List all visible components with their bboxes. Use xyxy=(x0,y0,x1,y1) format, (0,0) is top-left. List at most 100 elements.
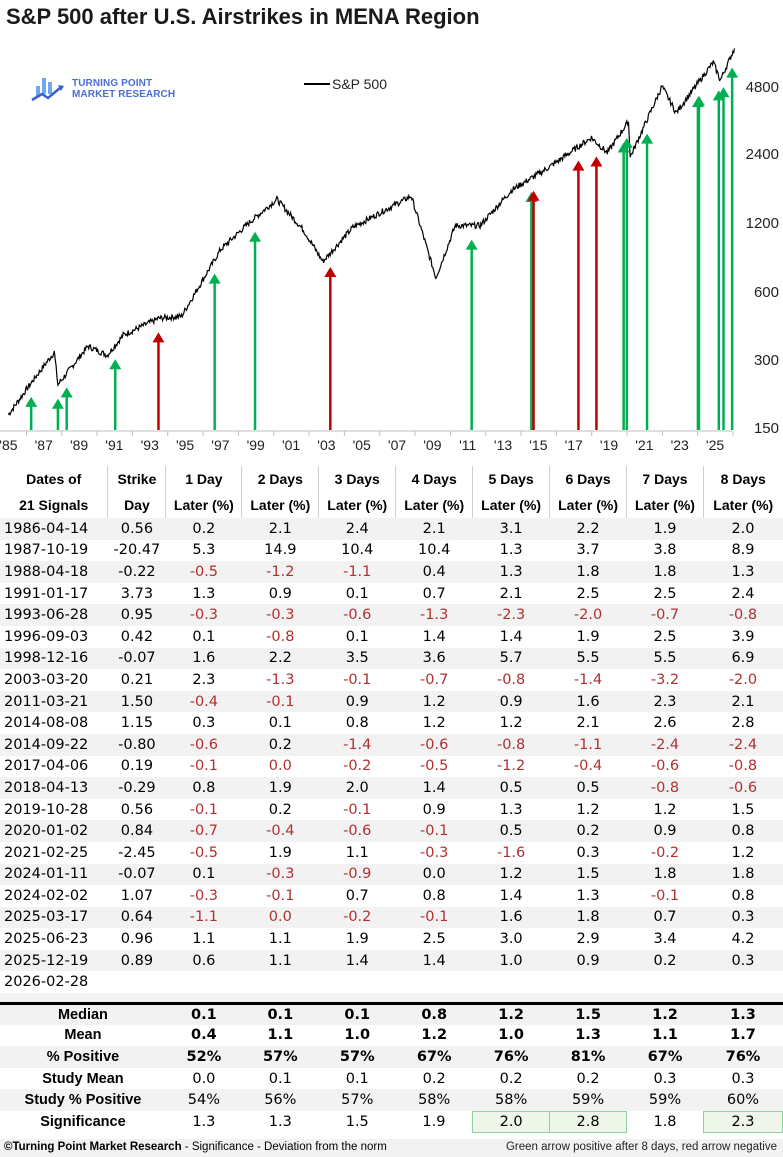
summary-value: 1.2 xyxy=(472,1001,550,1025)
table-row: 1993-06-28 0.95 -0.3 -0.3 -0.6 -1.3 -2.3 -2.0 -0… xyxy=(0,604,783,626)
return-cell: 1.1 xyxy=(241,949,319,972)
summary-value: 1.0 xyxy=(344,1027,371,1044)
return-cell: 1.2 xyxy=(576,801,600,818)
return-cell: -0.4 xyxy=(241,820,319,842)
return-cell: 1.4 xyxy=(422,628,446,645)
return-cell: 1.4 xyxy=(395,777,473,799)
column-header: Later (%) xyxy=(472,492,551,518)
return-cell: -0.1 xyxy=(266,887,295,904)
return-cell: 0.9 xyxy=(268,585,292,602)
summary-value: 1.3 xyxy=(268,1113,292,1130)
x-tick-label: '13 xyxy=(493,437,513,453)
signal-date-cell: 2019-10-28 xyxy=(4,801,89,818)
return-cell: 0.8 xyxy=(703,820,783,842)
column-header: Later (%) xyxy=(395,492,474,518)
return-cell: -2.4 xyxy=(626,733,704,756)
column-header: Strike xyxy=(107,466,167,492)
return-cell: 1.07 xyxy=(120,887,154,904)
return-cell: 1.8 xyxy=(549,906,627,929)
summary-value: 1.7 xyxy=(730,1027,756,1044)
red-arrow-icon xyxy=(527,190,540,430)
signal-date-cell: 2014-08-08 xyxy=(4,715,89,732)
return-cell: 0.2 xyxy=(165,518,242,540)
return-cell: 2.3 xyxy=(192,671,216,688)
return-cell: -0.1 xyxy=(395,906,473,929)
table-row: 2003-03-20 0.21 2.3 -1.3 -0.1 -0.7 -0.8 -1.4 -3.… xyxy=(0,669,783,691)
return-cell: 0.84 xyxy=(107,820,166,842)
return-cell: 5.7 xyxy=(472,647,550,670)
return-cell: -0.3 xyxy=(189,887,219,904)
return-cell: 1.3 xyxy=(703,561,783,583)
summary-value: 1.2 xyxy=(421,1027,448,1044)
return-cell: 0.9 xyxy=(472,690,550,713)
column-header: Dates of xyxy=(0,466,109,492)
summary-label: Mean xyxy=(64,1027,102,1044)
return-cell: -3.2 xyxy=(650,671,680,688)
legend-label: S&P 500 xyxy=(332,76,388,92)
return-cell: 0.5 xyxy=(472,777,550,799)
return-cell: 0.5 xyxy=(549,777,627,799)
table-row: 2025-06-23 0.96 1.1 1.1 1.9 2.5 3.0 2.9 3.4 4.2 xyxy=(0,928,783,950)
summary-value: 2.3 xyxy=(702,1110,783,1134)
x-tick-label: '03 xyxy=(317,437,336,453)
return-cell: -0.6 xyxy=(318,820,396,842)
x-tick-label: '95 xyxy=(175,437,195,453)
return-cell: -0.5 xyxy=(420,758,449,775)
return-cell: -0.7 xyxy=(165,820,242,842)
table-row: 2014-08-08 1.15 0.3 0.1 0.8 1.2 1.2 2.1 2.6 2.8 xyxy=(0,712,783,734)
summary-value: 76% xyxy=(703,1046,783,1068)
return-cell: 0.21 xyxy=(120,671,154,688)
return-cell: -1.3 xyxy=(266,671,295,688)
return-cell: 1.1 xyxy=(268,931,292,948)
return-cell: 2.1 xyxy=(241,518,319,540)
y-tick-label: 4800 xyxy=(745,79,779,96)
summary-label: % Positive xyxy=(0,1046,166,1068)
column-header: Later (%) xyxy=(241,492,320,518)
summary-value: 1.9 xyxy=(422,1113,446,1130)
return-cell: 1.15 xyxy=(120,715,154,732)
return-cell: 2.3 xyxy=(626,690,704,713)
return-cell: 1.9 xyxy=(576,628,600,645)
return-cell: -0.3 xyxy=(420,844,449,861)
signal-date-cell: 1986-04-14 xyxy=(0,518,108,540)
signal-date-cell: 2024-01-11 xyxy=(0,863,108,886)
return-cell: 2.2 xyxy=(241,647,319,670)
return-cell: 1.50 xyxy=(107,690,166,713)
return-cell: -0.1 xyxy=(189,801,219,818)
return-cell: 1.3 xyxy=(576,887,600,904)
signal-date-cell: 2024-02-02 xyxy=(4,887,89,904)
summary-value: 0.4 xyxy=(191,1027,217,1044)
return-cell xyxy=(242,971,319,993)
signal-date-cell: 1987-10-19 xyxy=(4,542,89,559)
return-cell: 2.0 xyxy=(703,518,783,540)
column-header: 7 Days xyxy=(626,466,704,492)
return-cell: 1.6 xyxy=(472,906,550,929)
summary-value: 0.3 xyxy=(731,1070,755,1087)
green-arrow-icon xyxy=(620,137,633,430)
signal-date-cell: 1996-09-03 xyxy=(4,628,89,645)
return-cell: 1.5 xyxy=(549,863,627,886)
return-cell xyxy=(627,971,704,993)
return-cell: 0.9 xyxy=(318,690,396,713)
column-header: Later (%) xyxy=(165,492,243,518)
return-cell: 1.6 xyxy=(165,647,242,670)
return-cell: 3.5 xyxy=(318,647,396,670)
table-row: 2025-03-17 0.64 -1.1 0.0 -0.2 -0.1 1.6 1.8 0.7 0.… xyxy=(0,906,783,929)
return-cell: 1.8 xyxy=(703,863,783,886)
green-arrow-icon xyxy=(465,239,478,430)
x-tick-label: '01 xyxy=(281,437,301,453)
green-arrow-icon xyxy=(525,192,538,430)
return-cell: 0.1 xyxy=(165,863,242,886)
x-tick-label: '25 xyxy=(705,437,725,453)
return-cell: 8.9 xyxy=(731,542,755,559)
return-cell: 0.2 xyxy=(549,820,627,842)
return-cell: 0.3 xyxy=(703,949,783,972)
return-cell xyxy=(108,971,166,993)
signal-date-cell: 1998-12-16 xyxy=(0,647,108,670)
return-cell: -1.1 xyxy=(549,733,627,756)
green-arrow-icon xyxy=(25,396,38,430)
summary-value: 1.5 xyxy=(345,1113,369,1130)
summary-row: Study % Positive 54% 56% 57% 58% 58% 59% 59% 60% xyxy=(0,1089,783,1112)
table-row: 1986-04-14 0.56 0.2 2.1 2.4 2.1 3.1 2.2 1.9 2.0 xyxy=(0,518,783,540)
return-cell: 3.9 xyxy=(731,628,755,645)
